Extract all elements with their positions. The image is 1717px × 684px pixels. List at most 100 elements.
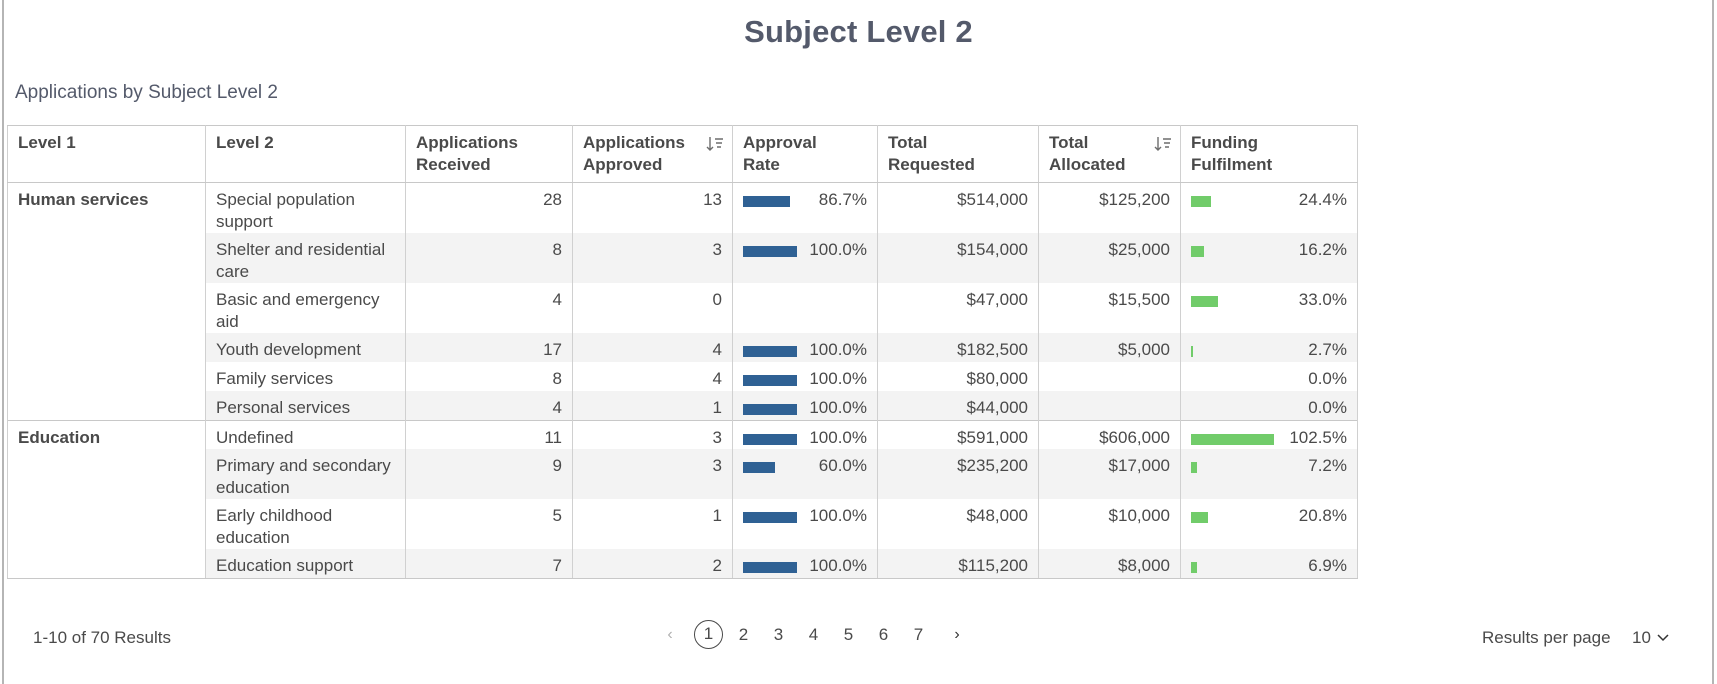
funding-fulfilment-bar-track — [1191, 433, 1274, 445]
funding-fulfilment-bar — [1191, 346, 1193, 357]
level-2-value: Personal services — [216, 398, 351, 417]
level-2-value: Family services — [216, 369, 334, 388]
applications-approved-value: 3 — [712, 427, 722, 447]
page-5-button[interactable]: 5 — [843, 625, 854, 644]
approval-rate-bar-track — [743, 346, 797, 357]
column-header-applications-approved[interactable]: Applications Approved — [572, 125, 733, 183]
applications-approved-cell: 1 — [572, 391, 733, 420]
table-row: Basic and emergency aid 4 0 $47,000 $15,500 3… — [7, 283, 1358, 333]
applications-received-cell: 8 — [405, 362, 573, 391]
total-allocated-cell: $15,500 — [1038, 283, 1181, 333]
applications-received-value: 7 — [552, 556, 562, 575]
approval-rate-value: 86.7% — [818, 190, 867, 209]
applications-approved-cell: 1 — [572, 499, 733, 549]
funding-fulfilment-bar-track — [1191, 562, 1197, 573]
column-header-level-2[interactable]: Level 2 — [205, 125, 406, 183]
funding-fulfilment-value: 33.0% — [1298, 290, 1347, 309]
applications-approved-cell: 0 — [572, 283, 733, 333]
approval-rate-cell: 100.0% — [732, 499, 878, 549]
column-header-total-requested[interactable]: Total Requested — [877, 125, 1039, 183]
funding-fulfilment-cell: 7.2% — [1180, 449, 1358, 499]
funding-fulfilment-value: 102.5% — [1289, 427, 1347, 447]
approval-rate-value: 100.0% — [809, 506, 867, 525]
approval-rate-bar-track — [743, 246, 797, 257]
total-allocated-value: $125,200 — [1099, 190, 1170, 209]
column-header-level-1[interactable]: Level 1 — [7, 125, 206, 183]
funding-fulfilment-bar-track — [1191, 196, 1211, 207]
applications-received-value: 8 — [552, 369, 562, 388]
funding-fulfilment-cell: 6.9% — [1180, 549, 1358, 579]
total-requested-value: $48,000 — [966, 506, 1028, 525]
level-2-value: Undefined — [216, 427, 294, 447]
approval-rate-bar — [743, 562, 797, 573]
level-2-value: Youth development — [216, 340, 361, 359]
column-header-funding-fulfilment[interactable]: Funding Fulfilment — [1180, 125, 1358, 183]
funding-fulfilment-value: 7.2% — [1308, 456, 1347, 475]
page-1-button[interactable]: 1 — [694, 620, 723, 649]
page-title: Subject Level 2 — [744, 14, 973, 49]
total-allocated-value: $15,500 — [1108, 290, 1170, 309]
level-2-cell: Family services — [205, 362, 406, 391]
total-allocated-cell: $125,200 — [1038, 182, 1181, 233]
applications-approved-value: 1 — [712, 506, 722, 525]
previous-page-icon[interactable]: ‹ — [667, 625, 673, 643]
level-2-value: Basic and emergency aid — [216, 290, 380, 331]
total-requested-value: $115,200 — [958, 556, 1028, 575]
table-row: Education Undefined 11 3 100.0% $591,000 $606,… — [7, 419, 1358, 449]
total-allocated-value: $5,000 — [1118, 340, 1170, 359]
applications-approved-value: 3 — [712, 240, 722, 259]
level-2-cell: Youth development — [205, 333, 406, 362]
funding-fulfilment-cell: 102.5% — [1180, 419, 1358, 449]
total-allocated-cell: $8,000 — [1038, 549, 1181, 579]
total-allocated-cell: $17,000 — [1038, 449, 1181, 499]
applications-approved-cell: 13 — [572, 182, 733, 233]
applications-received-cell: 8 — [405, 233, 573, 283]
applications-received-value: 8 — [552, 240, 562, 259]
results-per-page-value: 10 — [1632, 628, 1651, 647]
applications-approved-value: 13 — [703, 190, 722, 209]
total-allocated-value: $17,000 — [1108, 456, 1170, 475]
column-header-approval-rate[interactable]: Approval Rate — [732, 125, 878, 183]
total-allocated-cell — [1038, 391, 1181, 420]
page-3-button[interactable]: 3 — [773, 625, 784, 644]
column-header-total-allocated[interactable]: Total Allocated — [1038, 125, 1181, 183]
funding-fulfilment-cell: 16.2% — [1180, 233, 1358, 283]
page-7-button[interactable]: 7 — [913, 625, 924, 644]
funding-fulfilment-value: 20.8% — [1298, 506, 1347, 525]
level-2-cell: Special population support — [205, 182, 406, 233]
funding-fulfilment-cell: 0.0% — [1180, 391, 1358, 420]
column-header-applications-received[interactable]: Applications Received — [405, 125, 573, 183]
total-allocated-cell: $5,000 — [1038, 333, 1181, 362]
total-requested-value: $591,000 — [957, 427, 1028, 447]
approval-rate-value: 100.0% — [809, 369, 867, 388]
table-row: Primary and secondary education 9 3 60.0% $2… — [7, 449, 1358, 499]
applications-approved-cell: 3 — [572, 449, 733, 499]
level-1-cell — [7, 233, 206, 283]
page-4-button[interactable]: 4 — [808, 625, 819, 644]
table-row: Early childhood education 5 1 100.0% $48,000… — [7, 499, 1358, 549]
level-2-cell: Personal services — [205, 391, 406, 420]
approval-rate-bar-track — [743, 433, 797, 445]
funding-fulfilment-value: 2.7% — [1308, 340, 1347, 359]
total-requested-cell: $235,200 — [877, 449, 1039, 499]
page-6-button[interactable]: 6 — [878, 625, 889, 644]
applications-received-value: 5 — [552, 506, 562, 525]
next-page-icon[interactable]: › — [954, 625, 960, 643]
page-2-button[interactable]: 2 — [738, 625, 749, 644]
applications-received-value: 17 — [543, 340, 562, 359]
table-title: Applications by Subject Level 2 — [15, 82, 278, 103]
level-2-cell: Early childhood education — [205, 499, 406, 549]
funding-fulfilment-cell: 33.0% — [1180, 283, 1358, 333]
total-requested-value: $154,000 — [957, 240, 1028, 259]
level-2-value: Special population support — [216, 190, 355, 231]
results-per-page-select[interactable]: 10 — [1632, 628, 1669, 648]
sort-descending-icon[interactable] — [1154, 136, 1172, 152]
approval-rate-cell — [732, 283, 878, 333]
sort-descending-icon[interactable] — [706, 136, 724, 152]
applications-received-cell: 28 — [405, 182, 573, 233]
total-requested-cell: $44,000 — [877, 391, 1039, 420]
funding-fulfilment-bar — [1191, 512, 1208, 523]
applications-approved-cell: 3 — [572, 233, 733, 283]
